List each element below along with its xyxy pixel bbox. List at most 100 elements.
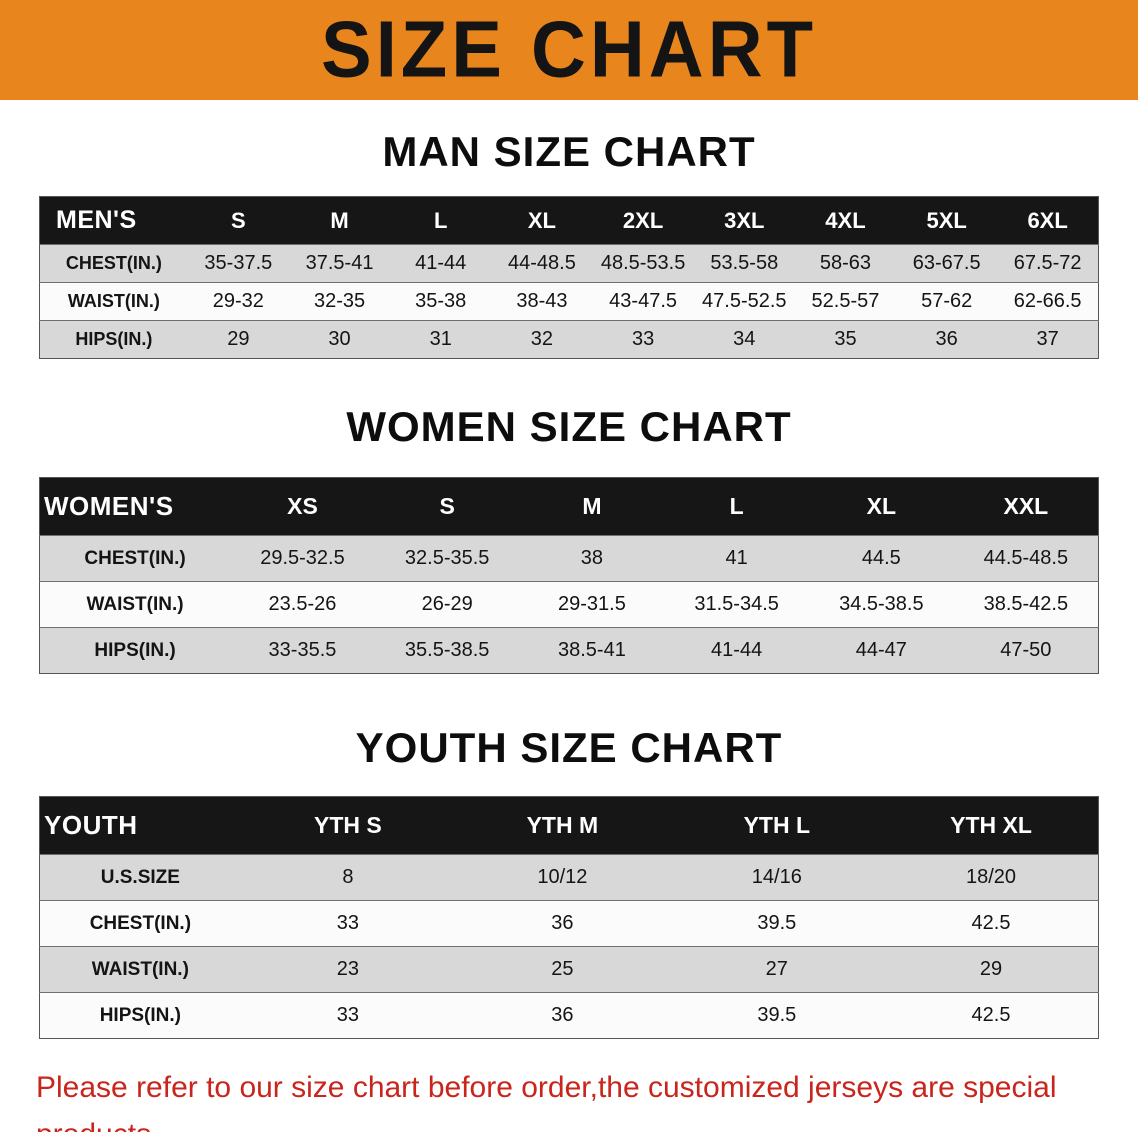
table-row: CHEST(IN.) 29.5-32.5 32.5-35.5 38 41 44.5 44.5…	[39, 535, 1099, 582]
measurement-value: 31	[429, 328, 452, 350]
size-column-header: L	[729, 493, 744, 519]
measurement-value: 47-50	[1000, 639, 1052, 661]
measurement-value: 33-35.5	[268, 639, 337, 661]
size-column-header: L	[433, 207, 448, 233]
size-column-header: XL	[866, 493, 897, 519]
measurement-value: 57-62	[921, 290, 973, 312]
size-column-header: YTH S	[314, 812, 382, 838]
size-column-header: YTH XL	[950, 812, 1032, 838]
measurement-row-label: CHEST(IN.)	[65, 253, 162, 273]
measurement-value: 29-31.5	[557, 593, 626, 615]
page-title: SIZE CHART	[321, 4, 817, 95]
measurement-value: 39.5	[757, 912, 797, 934]
banner: SIZE CHART	[0, 0, 1138, 100]
measurement-value: 52.5-57	[811, 290, 880, 312]
table-row: HIPS(IN.) 33 36 39.5 42.5	[39, 992, 1099, 1039]
men-section-title: MAN SIZE CHART	[382, 128, 756, 175]
measurement-value: 32	[530, 328, 554, 350]
size-column-header: S	[439, 493, 455, 519]
measurement-value: 38.5-41	[557, 639, 626, 661]
measurement-value: 34	[733, 328, 756, 350]
measurement-value: 63-67.5	[912, 252, 981, 274]
measurement-value: 34.5-38.5	[839, 593, 924, 615]
men-size-table-container: MEN'S S M L XL 2XL 3XL 4XL 5XL 6XL CHEST(IN.) 35-37…	[39, 196, 1099, 359]
table-corner-label: YOUTH	[44, 810, 138, 840]
measurement-value: 29	[979, 958, 1003, 980]
measurement-value: 35-38	[415, 290, 467, 312]
measurement-row-label: WAIST(IN.)	[67, 291, 160, 311]
measurement-value: 47.5-52.5	[702, 290, 787, 312]
measurement-value: 48.5-53.5	[600, 252, 686, 274]
size-column-header: 6XL	[1027, 207, 1068, 233]
size-column-header: 3XL	[724, 207, 765, 233]
measurement-value: 37	[1036, 328, 1059, 350]
measurement-value: 30	[328, 328, 351, 350]
measurement-value: 39.5	[757, 1004, 797, 1026]
table-row: U.S.SIZE 8 10/12 14/16 18/20	[39, 854, 1099, 901]
footer-note: Please refer to our size chart before or…	[36, 1065, 1118, 1132]
measurement-row-label: HIPS(IN.)	[99, 1004, 181, 1026]
size-column-header: S	[231, 207, 246, 233]
measurement-value: 31.5-34.5	[694, 593, 779, 615]
size-column-header: XXL	[1003, 493, 1049, 519]
measurement-value: 14/16	[751, 866, 802, 888]
measurement-value: 32.5-35.5	[404, 547, 490, 569]
table-header-row: WOMEN'S XS S M L XL XXL	[39, 477, 1099, 536]
measurement-value: 44.5	[861, 547, 901, 569]
table-header-row: MEN'S S M L XL 2XL 3XL 4XL 5XL 6XL	[39, 196, 1099, 245]
size-column-header: XS	[287, 493, 318, 519]
measurement-value: 53.5-58	[710, 252, 779, 274]
measurement-value: 38.5-42.5	[983, 593, 1069, 615]
measurement-row-label: CHEST(IN.)	[84, 547, 186, 569]
measurement-value: 67.5-72	[1013, 252, 1082, 274]
measurement-row-label: HIPS(IN.)	[94, 639, 176, 661]
men-size-section: MAN SIZE CHART MEN'S S M L XL 2XL 3XL 4XL 5XL 6XL…	[0, 128, 1138, 359]
measurement-row-label: CHEST(IN.)	[89, 912, 192, 934]
women-section-title: WOMEN SIZE CHART	[346, 403, 792, 450]
measurement-value: 32-35	[313, 290, 366, 312]
measurement-value: 29	[227, 328, 250, 350]
measurement-value: 43-47.5	[609, 290, 678, 312]
size-column-header: M	[330, 207, 349, 233]
table-row: WAIST(IN.) 23.5-26 26-29 29-31.5 31.5-34.5 34…	[39, 581, 1099, 628]
measurement-value: 41	[725, 547, 748, 569]
measurement-value: 8	[342, 866, 354, 888]
women-size-table-container: WOMEN'S XS S M L XL XXL CHEST(IN.) 29.5-32.5 32.5…	[39, 477, 1099, 674]
size-column-header: 5XL	[926, 207, 967, 233]
table-corner-label: WOMEN'S	[44, 491, 174, 521]
size-column-header: YTH M	[526, 812, 599, 838]
table-row: WAIST(IN.) 29-32 32-35 35-38 38-43 43-47.5 47.…	[39, 282, 1099, 321]
table-row: HIPS(IN.) 29 30 31 32 33 34 35 36 37	[39, 320, 1099, 359]
women-size-section: WOMEN SIZE CHART WOMEN'S XS S M L XL XXL CHEST(…	[0, 403, 1138, 674]
measurement-value: 33	[631, 328, 655, 350]
measurement-value: 36	[935, 328, 958, 350]
measurement-value: 38	[580, 547, 604, 569]
measurement-value: 42.5	[971, 912, 1011, 934]
size-column-header: 4XL	[825, 207, 866, 233]
measurement-value: 23.5-26	[268, 593, 337, 615]
size-column-header: YTH L	[743, 812, 811, 838]
table-header-row: YOUTH YTH S YTH M YTH L YTH XL	[39, 796, 1099, 855]
youth-size-section: YOUTH SIZE CHART YOUTH YTH S YTH M YTH L YTH…	[0, 724, 1138, 1039]
size-table: YOUTH YTH S YTH M YTH L YTH XL U.S.SIZE 8 10/12…	[39, 796, 1099, 1039]
size-column-header: M	[582, 493, 602, 519]
table-row: CHEST(IN.) 33 36 39.5 42.5	[39, 900, 1099, 947]
measurement-value: 44-47	[855, 639, 907, 661]
measurement-value: 37.5-41	[305, 252, 374, 274]
size-table: MEN'S S M L XL 2XL 3XL 4XL 5XL 6XL CHEST(IN.) 35-37…	[39, 196, 1099, 359]
measurement-value: 26-29	[421, 593, 473, 615]
table-row: CHEST(IN.) 35-37.5 37.5-41 41-44 44-48.5 48.5…	[39, 244, 1099, 283]
measurement-value: 38-43	[516, 290, 568, 312]
measurement-value: 25	[551, 958, 574, 980]
measurement-value: 36	[551, 1004, 574, 1026]
measurement-value: 58-63	[819, 252, 872, 274]
table-row: WAIST(IN.) 23 25 27 29	[39, 946, 1099, 993]
youth-section-title: YOUTH SIZE CHART	[355, 724, 783, 771]
measurement-value: 23	[336, 958, 360, 980]
youth-size-table-container: YOUTH YTH S YTH M YTH L YTH XL U.S.SIZE 8 10/12…	[39, 796, 1099, 1039]
size-column-header: XL	[527, 207, 556, 233]
measurement-row-label: WAIST(IN.)	[86, 593, 184, 615]
table-row: HIPS(IN.) 33-35.5 35.5-38.5 38.5-41 41-44 44-…	[39, 627, 1099, 674]
measurement-value: 27	[765, 958, 788, 980]
measurement-value: 44-48.5	[507, 252, 576, 274]
